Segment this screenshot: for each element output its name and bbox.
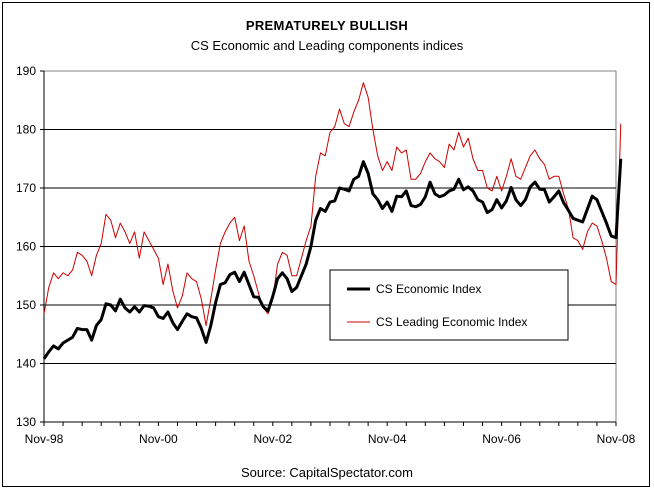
legend: CS Economic Index CS Leading Economic In… [329, 269, 569, 341]
y-tick-label: 130 [16, 415, 36, 429]
x-tick-label: Nov-98 [25, 432, 64, 446]
y-tick-label: 170 [16, 181, 36, 195]
x-tick-label: Nov-00 [139, 432, 178, 446]
y-tick-label: 190 [16, 64, 36, 78]
legend-label-leading: CS Leading Economic Index [376, 315, 527, 329]
y-tick-label: 160 [16, 240, 36, 254]
series-line-economic [42, 158, 623, 360]
x-tick-label: Nov-02 [253, 432, 292, 446]
x-tick-label: Nov-08 [597, 432, 636, 446]
x-tick-label: Nov-04 [368, 432, 407, 446]
chart-title: PREMATURELY BULLISH [245, 18, 409, 33]
series-line-leading [43, 82, 622, 326]
legend-label-economic: CS Economic Index [376, 282, 481, 296]
y-tick-label: 140 [16, 357, 36, 371]
y-tick-label: 180 [16, 123, 36, 137]
chart-subtitle: CS Economic and Leading components indic… [190, 38, 464, 53]
x-tick-label: Nov-06 [482, 432, 521, 446]
plot-area: 130 140 150 160 170 180 190 Nov-98 Nov-00 Nov-02 N… [16, 64, 636, 446]
y-tick-label: 150 [16, 298, 36, 312]
legend-box [329, 269, 569, 341]
chart-source: Source: CapitalSpectator.com [241, 465, 413, 480]
